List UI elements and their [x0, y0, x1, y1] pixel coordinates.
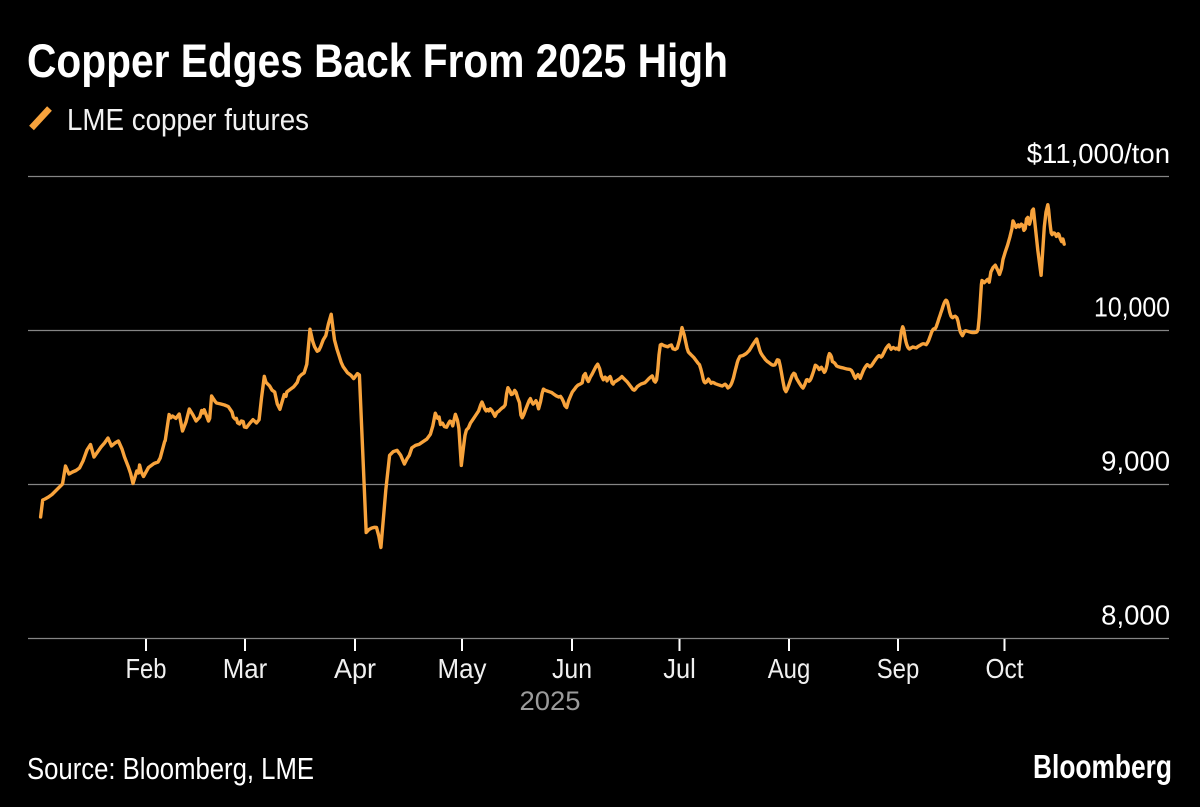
svg-text:Bloomberg: Bloomberg [1033, 749, 1172, 786]
svg-text:8,000: 8,000 [1101, 600, 1170, 631]
svg-text:May: May [438, 653, 487, 684]
svg-text:Feb: Feb [126, 653, 167, 684]
svg-text:Oct: Oct [986, 653, 1024, 684]
svg-text:Copper Edges Back From 2025 Hi: Copper Edges Back From 2025 High [27, 34, 728, 87]
svg-text:Jul: Jul [663, 653, 696, 684]
svg-text:2025: 2025 [520, 686, 581, 716]
svg-text:Source: Bloomberg, LME: Source: Bloomberg, LME [27, 752, 314, 786]
svg-text:Sep: Sep [877, 653, 920, 684]
svg-text:Mar: Mar [223, 653, 268, 684]
svg-text:10,000: 10,000 [1094, 292, 1170, 323]
svg-text:Jun: Jun [552, 653, 592, 684]
svg-text:$11,000/ton: $11,000/ton [1027, 138, 1170, 169]
svg-text:LME copper futures: LME copper futures [67, 103, 309, 137]
svg-text:Apr: Apr [334, 653, 376, 684]
svg-text:9,000: 9,000 [1101, 446, 1170, 477]
svg-text:Aug: Aug [768, 653, 811, 684]
